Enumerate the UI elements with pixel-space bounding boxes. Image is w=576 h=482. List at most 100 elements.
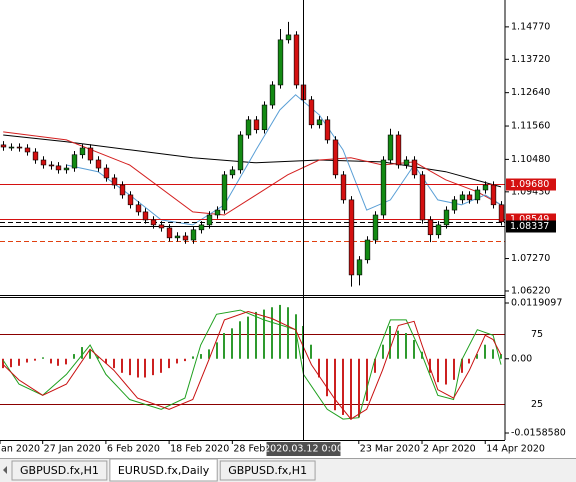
histogram-bar bbox=[342, 358, 344, 415]
y-tick-label: -0.0158580 bbox=[511, 428, 566, 439]
x-tick-label: 28 Feb 2020 bbox=[233, 444, 292, 455]
candle-body bbox=[498, 204, 505, 223]
candle-body bbox=[253, 119, 260, 131]
histogram-bar bbox=[144, 358, 146, 378]
tab-box bbox=[11, 460, 108, 481]
histogram-bar bbox=[208, 349, 210, 359]
histogram-bar bbox=[97, 356, 99, 359]
histogram-bar bbox=[476, 354, 478, 359]
y-tick-label: 1.06220 bbox=[511, 285, 550, 296]
histogram-bar bbox=[26, 358, 28, 363]
candle-body bbox=[395, 134, 402, 166]
candle-body bbox=[372, 214, 379, 241]
candle-body bbox=[190, 229, 197, 241]
y-tick-label: 0.0119097 bbox=[511, 297, 562, 308]
x-tick-label: 23 Mar 2020 bbox=[360, 444, 420, 455]
y-tick-label: 1.14770 bbox=[511, 21, 550, 32]
histogram-bar bbox=[255, 311, 257, 359]
histogram-bar bbox=[10, 358, 12, 368]
candle-body bbox=[364, 239, 371, 261]
histogram-bar bbox=[105, 358, 107, 364]
candle-body bbox=[55, 165, 62, 171]
candle-body bbox=[237, 134, 244, 171]
histogram-bar bbox=[287, 307, 289, 359]
candle-body bbox=[135, 204, 142, 213]
tab-box bbox=[109, 458, 218, 482]
candle-body bbox=[24, 147, 31, 153]
histogram-bar bbox=[34, 358, 36, 361]
candle-body bbox=[443, 209, 450, 226]
stochastic-line bbox=[2, 309, 502, 420]
tabs: GBPUSD.fx,H1 EURUSD.fx,Daily GBPUSD.fx,H1 bbox=[11, 458, 316, 482]
histogram-bar bbox=[65, 358, 67, 365]
histogram-bar bbox=[200, 354, 202, 359]
histogram-bar bbox=[2, 358, 4, 369]
candle-body bbox=[466, 194, 473, 201]
moving-average bbox=[66, 94, 502, 226]
x-tick-label: 2 Apr 2020 bbox=[423, 444, 476, 455]
x-tick-label: 18 Feb 2020 bbox=[170, 444, 229, 455]
candle-body bbox=[411, 159, 418, 176]
tab[interactable]: GBPUSD.fx,H1 bbox=[11, 460, 108, 481]
tab-box bbox=[219, 460, 316, 481]
tab[interactable]: EURUSD.fx,Daily bbox=[109, 458, 218, 482]
histogram-bar bbox=[113, 358, 115, 369]
candle-body bbox=[63, 167, 70, 171]
candle-body bbox=[71, 154, 78, 169]
axes: 1.14770 1.13720 1.12640 1.11560 1.10480 1.094… bbox=[0, 0, 566, 455]
crosshair-label: 2020.03.12 0:00 bbox=[264, 444, 343, 455]
histogram-bar bbox=[382, 344, 384, 359]
y2-tick-label: 25 bbox=[531, 399, 543, 410]
histogram-bar bbox=[160, 358, 162, 373]
candle-body bbox=[198, 224, 205, 231]
candle-body bbox=[103, 167, 110, 179]
candle-body bbox=[182, 235, 189, 241]
histogram-bar bbox=[18, 358, 20, 366]
histogram-bar bbox=[263, 309, 265, 359]
crosshair-label-box bbox=[266, 442, 341, 456]
histogram-bar bbox=[405, 333, 407, 359]
histogram-bar bbox=[295, 314, 297, 359]
histogram-bar bbox=[50, 358, 52, 364]
price-label-box bbox=[506, 178, 556, 191]
tab[interactable]: GBPUSD.fx,H1 bbox=[219, 460, 316, 481]
candle-body bbox=[293, 34, 300, 86]
y-tick-label: 1.10480 bbox=[511, 154, 550, 165]
candle-body bbox=[206, 214, 213, 226]
candle-body bbox=[16, 146, 23, 149]
oscillator-panel bbox=[0, 304, 505, 420]
candle-body bbox=[150, 219, 157, 226]
histogram-bar bbox=[223, 333, 225, 359]
y-tick-label: 1.12640 bbox=[511, 87, 550, 98]
price-label: 1.09680 bbox=[510, 179, 549, 190]
histogram-bar bbox=[374, 358, 376, 373]
candle-body bbox=[419, 174, 426, 221]
candle-body bbox=[451, 199, 458, 211]
x-tick-label: 27 Jan 2020 bbox=[44, 444, 101, 455]
histogram-bar bbox=[192, 356, 194, 359]
candle-body bbox=[87, 147, 94, 161]
histogram-bar bbox=[366, 358, 368, 401]
candle-body bbox=[158, 224, 165, 229]
histogram-bar bbox=[397, 330, 399, 359]
histogram-bar bbox=[73, 354, 75, 359]
histogram-bar bbox=[484, 344, 486, 359]
candle-body bbox=[111, 177, 118, 186]
candle-body bbox=[285, 34, 292, 41]
candle-body bbox=[48, 164, 55, 167]
x-tick-label: 14 Apr 2020 bbox=[486, 444, 545, 455]
histogram-bar bbox=[453, 358, 455, 380]
candle-body bbox=[387, 134, 394, 161]
histogram-bar bbox=[468, 358, 470, 364]
histogram-bar bbox=[461, 358, 463, 373]
candle-body bbox=[245, 119, 252, 136]
tab-label: GBPUSD.fx,H1 bbox=[20, 464, 99, 477]
candle-body bbox=[482, 184, 489, 191]
scroll-left-icon[interactable] bbox=[3, 466, 7, 474]
histogram-bar bbox=[168, 358, 170, 369]
price-label: 1.08549 bbox=[510, 214, 549, 225]
histogram-bar bbox=[239, 321, 241, 359]
candle-body bbox=[403, 159, 410, 166]
histogram-bar bbox=[310, 344, 312, 359]
candle-body bbox=[32, 151, 39, 161]
